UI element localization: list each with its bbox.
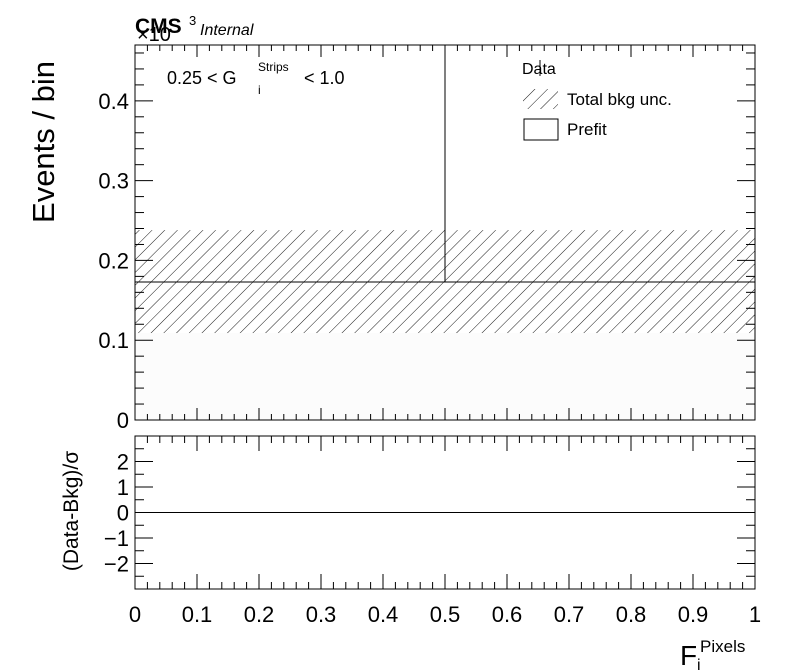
main-y-tick-label: 0.4 (98, 89, 129, 114)
ratio-y-tick-label: 2 (117, 450, 129, 475)
ratio-y-axis-title: (Data-Bkg)/σ (60, 451, 83, 571)
legend-bkg-unc-label: Total bkg unc. (567, 90, 672, 109)
x-axis-title: F Pixels i (680, 637, 745, 672)
prefit-fill-bin-0 (135, 333, 445, 420)
ratio-y-tick-label: −1 (104, 526, 129, 551)
ratio-y-tick-label: −2 (104, 552, 129, 577)
status-label: Internal (200, 22, 254, 39)
multiplier-exponent-label: 3 (189, 13, 196, 28)
x-tick-label: 0.7 (554, 602, 585, 627)
region-label-prefix: 0.25 < G (167, 68, 237, 88)
main-y-axis-title: Events / bin (26, 61, 61, 223)
x-tick-label: 0.1 (182, 602, 213, 627)
main-plot-panel: 0 0.1 0.2 0.3 0.4 (98, 44, 756, 433)
main-y-tick-label: 0 (117, 408, 129, 433)
experiment-label: CMS (135, 15, 182, 38)
x-tick-label: 0.2 (244, 602, 275, 627)
region-label-sub: i (258, 83, 261, 97)
ratio-y-tick-label: 1 (117, 475, 129, 500)
legend-entry-prefit: Prefit (523, 118, 607, 141)
x-axis-title-main: F (680, 640, 697, 671)
ratio-plot-frame (134, 435, 756, 590)
legend-entry-bkg-unc: Total bkg unc. (523, 89, 672, 109)
x-tick-label: 0 (129, 602, 141, 627)
main-y-tick-label: 0.1 (98, 328, 129, 353)
legend-prefit-swatch (523, 118, 559, 141)
legend-prefit-label: Prefit (567, 120, 607, 139)
x-tick-label: 0.4 (368, 602, 399, 627)
x-tick-label: 0.8 (616, 602, 647, 627)
x-tick-label: 0.3 (306, 602, 337, 627)
region-label-suffix: < 1.0 (299, 68, 345, 88)
ratio-y-tick-label: 0 (117, 501, 129, 526)
legend-data-label: Data (522, 61, 556, 78)
main-y-tick-label: 0.2 (98, 248, 129, 273)
prefit-fill-bin-1 (445, 333, 755, 420)
x-axis-title-sub: i (697, 657, 701, 672)
region-label: 0.25 < G Strips i < 1.0 (167, 60, 345, 97)
x-tick-label: 0.6 (492, 602, 523, 627)
main-plot-marks (135, 45, 755, 420)
main-plot-frame (134, 44, 756, 421)
legend-hatched-swatch (523, 89, 558, 109)
x-tick-labels: 0 0.1 0.2 0.3 0.4 0.5 0.6 0.7 0.8 0.9 1 (129, 602, 761, 627)
x-axis-title-sup: Pixels (700, 637, 745, 656)
multiplier-label: ×10 (137, 24, 171, 46)
legend-entry-data: Data (522, 60, 556, 78)
x-tick-label: 0.5 (430, 602, 461, 627)
region-label-sup: Strips (258, 60, 289, 74)
main-axis-ticks: 0 0.1 0.2 0.3 0.4 (98, 45, 756, 433)
main-y-tick-label: 0.3 (98, 169, 129, 194)
x-tick-label: 1 (749, 602, 761, 627)
legend: Data Total bkg unc. Prefit (522, 60, 672, 141)
x-tick-label: 0.9 (678, 602, 709, 627)
